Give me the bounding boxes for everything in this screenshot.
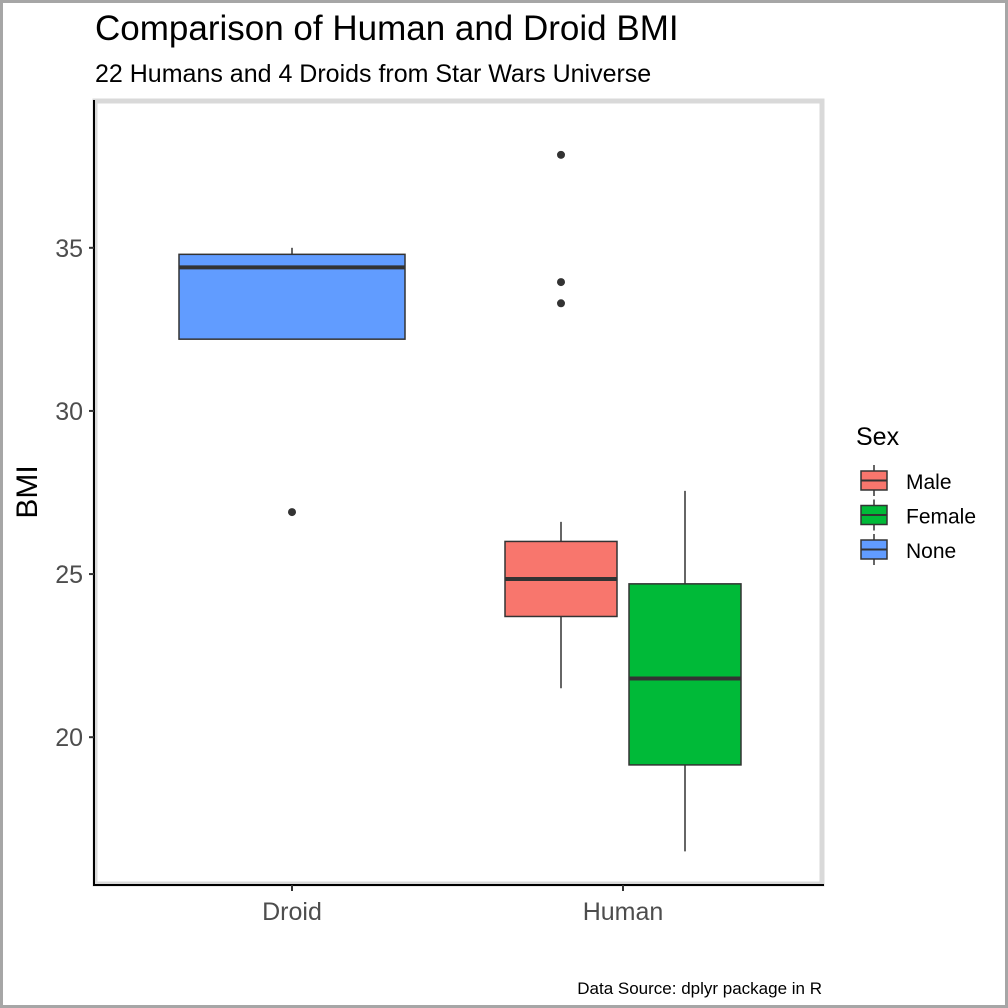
outlier-point (288, 508, 296, 517)
y-tick-label: 25 (55, 561, 83, 589)
legend-title: Sex (856, 423, 900, 451)
box-body (628, 583, 742, 766)
panel-border (92, 98, 825, 887)
outlier-point (557, 150, 565, 159)
x-ticks: Droid Human (262, 885, 663, 926)
chart-caption: Data Source: dplyr package in R (577, 979, 822, 998)
outlier-point (557, 299, 565, 308)
box-human-female (628, 490, 742, 852)
box-droid-none (178, 247, 406, 517)
legend-item-none: None (860, 534, 956, 565)
legend: Male Female None (860, 465, 976, 565)
legend-label: Female (906, 506, 976, 529)
legend-item-male: Male (860, 465, 952, 496)
legend-label: None (906, 540, 956, 563)
y-tick-label: 20 (55, 724, 83, 752)
y-ticks: 20 25 30 35 (55, 235, 94, 752)
outlier-point (557, 278, 565, 287)
legend-label: Male (906, 471, 952, 494)
legend-item-female: Female (860, 499, 976, 531)
box-human-male (504, 150, 618, 689)
chart-subtitle: 22 Humans and 4 Droids from Star Wars Un… (95, 60, 651, 88)
x-tick-label: Human (583, 898, 664, 926)
y-axis-label: BMI (11, 465, 44, 518)
y-tick-label: 30 (55, 398, 83, 426)
x-tick-label: Droid (262, 898, 322, 926)
boxes-layer (178, 150, 742, 852)
chart-title: Comparison of Human and Droid BMI (95, 9, 679, 48)
y-tick-label: 35 (55, 235, 83, 263)
